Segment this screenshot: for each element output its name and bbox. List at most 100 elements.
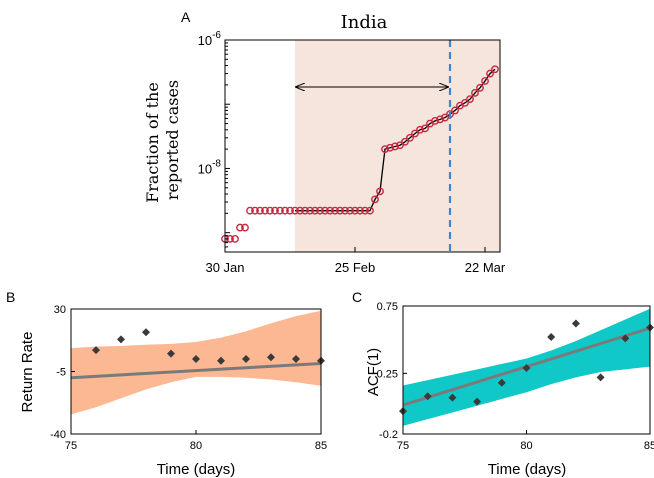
x-tick-label: 75: [397, 440, 409, 452]
x-tick-label: 25 Feb: [335, 260, 375, 275]
data-point: [246, 206, 254, 215]
panel-b-ticks: 75 80 85 30 -5 -40: [50, 304, 327, 452]
data-point: [306, 206, 314, 215]
x-tick-label: 30 Jan: [205, 260, 244, 275]
panel-a-ylabel-line2: reported cases: [163, 80, 182, 200]
x-tick-label: 85: [315, 440, 327, 452]
data-point: [411, 129, 419, 138]
data-point: [466, 95, 474, 104]
data-point: [251, 206, 259, 215]
data-point: [326, 206, 334, 215]
data-point: [311, 206, 319, 215]
y-tick-label: 0.75: [377, 301, 398, 313]
y-tick-label: 30: [54, 304, 66, 316]
data-point: [522, 363, 531, 372]
x-tick-label: 75: [65, 440, 77, 452]
data-point: [421, 124, 429, 133]
data-point: [371, 195, 379, 204]
x-tick-label: 80: [190, 440, 202, 452]
data-point: [321, 206, 329, 215]
data-point: [296, 206, 304, 215]
panel-a-ylabel: Fraction of the reported cases: [143, 77, 182, 203]
y-tick-label: -5: [56, 367, 66, 379]
data-point: [431, 116, 439, 125]
data-point: [266, 206, 274, 215]
data-point: [231, 234, 239, 243]
data-point: [271, 206, 279, 215]
data-point: [476, 83, 484, 92]
x-tick-label: 85: [644, 440, 654, 452]
panel-b-ylabel: Return Rate: [19, 332, 36, 413]
data-point: [423, 392, 432, 401]
data-point: [381, 145, 389, 154]
panel-b-xlabel: Time (days): [157, 461, 236, 478]
data-point: [331, 206, 339, 215]
data-point: [461, 98, 469, 107]
panel-c-ticks: 75 80 85 0.75 0.25 -0.2: [377, 301, 654, 452]
panel-c-ylabel: ACF(1): [365, 348, 382, 396]
data-point: [401, 137, 409, 146]
data-point: [491, 65, 499, 74]
panel-c-xlabel: Time (days): [488, 461, 567, 478]
panel-a-title: India: [341, 12, 388, 33]
data-point: [267, 353, 275, 362]
data-point: [471, 89, 479, 97]
data-point: [547, 332, 556, 341]
data-point: [473, 397, 482, 406]
data-point: [448, 393, 457, 402]
y-tick-label: 10-6: [198, 30, 222, 48]
data-point: [291, 206, 299, 215]
data-point: [336, 206, 344, 215]
y-tick-label: 0.25: [377, 368, 398, 380]
data-point: [242, 355, 250, 363]
data-point: [281, 206, 289, 215]
data-point: [241, 223, 249, 232]
panel-c-marks: [399, 308, 654, 426]
panel-b: B 75 80 85 30 -5 -40 Time (days) Return Rate: [6, 289, 327, 478]
data-point: [192, 355, 200, 363]
panel-a-ylabel-line1: Fraction of the: [143, 82, 162, 203]
data-point: [486, 69, 494, 78]
y-tick-label: -40: [50, 429, 66, 441]
data-point: [301, 206, 309, 215]
data-point: [406, 133, 414, 142]
data-point: [292, 355, 300, 363]
panel-b-marks: [70, 310, 325, 415]
panel-a-frame: [224, 39, 501, 253]
data-point: [621, 334, 630, 343]
panel-a-letter: A: [181, 9, 191, 25]
data-point: [167, 349, 175, 358]
y-tick-label: 10-8: [198, 158, 222, 176]
data-point: [316, 206, 324, 215]
data-point: [497, 378, 506, 387]
data-point: [386, 143, 394, 152]
data-point: [376, 187, 384, 196]
data-point: [341, 206, 349, 215]
x-tick-label: 22 Mar: [465, 260, 506, 275]
panel-b-letter: B: [6, 289, 15, 305]
panel-a: A India 30 Jan 25 Feb 22 Mar 10-6 10-8 Fract…: [143, 9, 506, 275]
panel-a-ticks: 30 Jan 25 Feb 22 Mar 10-6 10-8: [198, 30, 506, 275]
data-point: [286, 206, 294, 215]
data-point: [391, 142, 399, 151]
data-point: [436, 115, 444, 124]
data-point: [142, 328, 150, 337]
data-point: [596, 373, 605, 382]
data-point: [346, 206, 354, 215]
data-point: [361, 206, 369, 215]
data-point: [261, 206, 269, 215]
data-point: [451, 106, 459, 115]
data-point: [256, 206, 264, 215]
data-point: [571, 319, 580, 328]
data-point: [236, 223, 244, 232]
data-point: [351, 206, 359, 215]
trend-line: [70, 361, 322, 380]
data-point: [356, 206, 364, 215]
panel-c-letter: C: [352, 289, 362, 305]
panel-c: C 75 80 85 0.75 0.25 -0.2 Time (days) ACF(1): [352, 289, 654, 478]
data-point: [366, 206, 374, 215]
data-point: [416, 125, 424, 134]
data-point: [92, 346, 100, 355]
data-point: [117, 335, 125, 344]
